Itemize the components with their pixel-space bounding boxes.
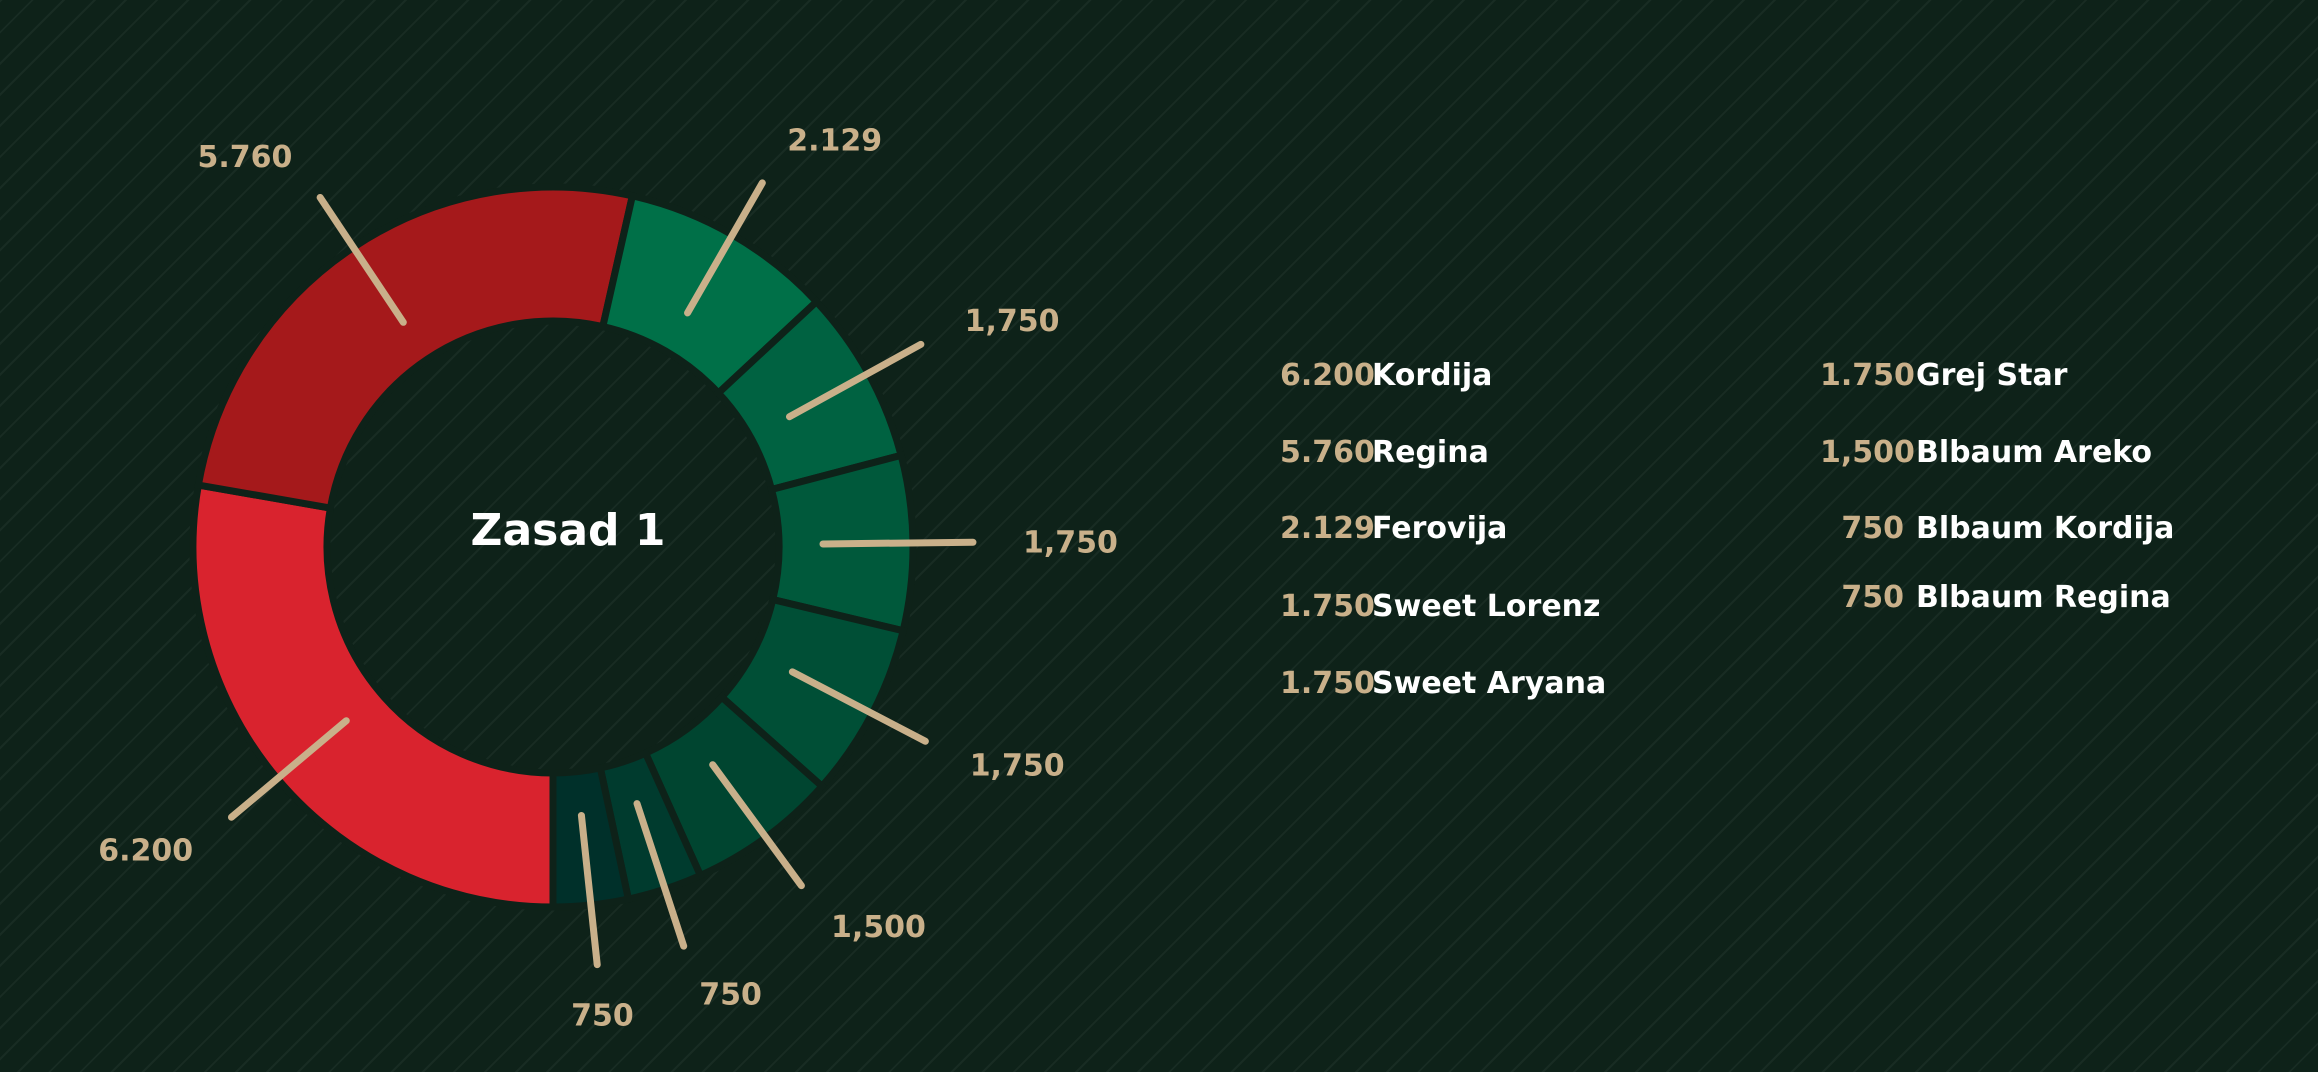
slice-value-label: 1,500 <box>831 910 926 945</box>
slice-value-label: 750 <box>571 998 634 1033</box>
legend-item: 1.750 Sweet Aryana <box>1280 666 1606 701</box>
donut-chart: 6.200 5.760 2.129 1,750 1,750 1,750 1,500 750 75… <box>98 124 1118 1034</box>
legend-item: 1,500 Blbaum Areko <box>1820 435 2152 470</box>
legend-item: 1.750 Sweet Lorenz <box>1280 589 1601 624</box>
legend-value: 1,500 <box>1820 435 1915 470</box>
leader-line <box>709 761 805 890</box>
legend-label: Sweet Lorenz <box>1372 589 1601 624</box>
legend-label: Grej Star <box>1916 358 2068 393</box>
chart-center-title: Zasad 1 <box>470 505 666 556</box>
legend-item: 2.129 Ferovija <box>1280 511 1507 546</box>
legend-value: 6.200 <box>1280 358 1375 393</box>
legend-value: 1.750 <box>1280 589 1375 624</box>
legend-value: 750 <box>1841 511 1904 546</box>
slice-value-label: 5.760 <box>198 140 293 175</box>
legend-value: 1.750 <box>1280 666 1375 701</box>
slice-value-label: 750 <box>699 978 762 1013</box>
leader-line <box>633 800 688 950</box>
legend-value: 1.750 <box>1820 358 1915 393</box>
donut-slice <box>189 480 557 911</box>
leader-line <box>227 717 350 821</box>
slice-value-label: 2.129 <box>787 124 882 159</box>
legend-label: Kordija <box>1372 358 1493 393</box>
legend-item: 6.200 Kordija <box>1280 358 1492 393</box>
legend-value: 2.129 <box>1280 511 1375 546</box>
legend-label: Ferovija <box>1372 511 1508 546</box>
legend-label: Blbaum Kordija <box>1916 511 2175 546</box>
donut-slice <box>549 763 633 911</box>
legend-label: Blbaum Areko <box>1916 435 2153 470</box>
legend-label: Sweet Aryana <box>1372 666 1607 701</box>
leader-line <box>577 811 601 969</box>
slice-value-label: 1,750 <box>970 748 1065 783</box>
leader-line <box>788 668 929 745</box>
leader-line <box>785 340 925 421</box>
leader-line <box>819 538 977 548</box>
legend-item: 750 Blbaum Regina <box>1820 580 2171 615</box>
legend-item: 1.750 Grej Star <box>1820 358 2067 393</box>
leader-line <box>316 193 407 326</box>
legend-label: Regina <box>1372 435 1489 470</box>
slice-value-label: 1,750 <box>1023 526 1118 561</box>
slice-value-label: 1,750 <box>965 304 1060 339</box>
slice-value-label: 6.200 <box>98 833 193 868</box>
legend-item: 750 Blbaum Kordija <box>1820 511 2174 546</box>
legend-label: Blbaum Regina <box>1916 580 2171 615</box>
legend-item: 5.760 Regina <box>1280 435 1489 470</box>
leader-line <box>684 179 766 317</box>
donut-slice <box>194 183 637 513</box>
legend-value: 750 <box>1841 580 1904 615</box>
legend-value: 5.760 <box>1280 435 1375 470</box>
